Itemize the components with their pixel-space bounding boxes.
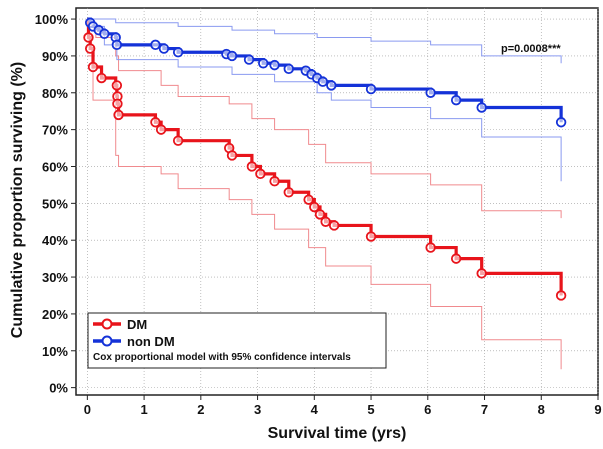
dm-censor-point-20 bbox=[320, 216, 331, 227]
p-value-annotation: p=0.0008*** bbox=[501, 43, 561, 55]
dm-censor-point-4 bbox=[111, 80, 123, 91]
dm-survival-line bbox=[86, 17, 563, 296]
dm-censor-point-14 bbox=[255, 168, 266, 180]
non-dm-censor-point-11 bbox=[243, 54, 255, 65]
non-dm-censor-point-18 bbox=[317, 76, 329, 87]
x-tick-label-8: 8 bbox=[538, 402, 545, 417]
dm-censor-point-23 bbox=[425, 242, 436, 253]
dm-censor-point-8 bbox=[150, 117, 161, 128]
dm-censor-point-24 bbox=[450, 253, 462, 264]
y-tick-label-5: 50% bbox=[42, 196, 68, 211]
dm-censor-point-16 bbox=[283, 187, 294, 198]
legend-note: Cox proportional model with 95% confiden… bbox=[93, 352, 351, 363]
y-tick-label-2: 20% bbox=[42, 307, 68, 322]
x-tick-label-4: 4 bbox=[311, 402, 319, 417]
non-dm-censor-point-22 bbox=[450, 94, 462, 106]
dm-censor-point-0 bbox=[83, 32, 94, 43]
legend: DM non DM Cox proportional model with 95… bbox=[87, 312, 387, 369]
dm-censor-point-1 bbox=[84, 43, 96, 54]
legend-dm-label: DM bbox=[127, 317, 147, 332]
y-tick-label-0: 0% bbox=[49, 381, 68, 396]
axis-ticks: 0 1 2 3 4 5 6 7 8 90%10%20%30%40%50%60%70%80%90%1… bbox=[35, 12, 602, 417]
non-dm-censor-point-3 bbox=[99, 28, 110, 40]
dm-censor-point-21 bbox=[328, 220, 340, 231]
non-dm-ci-upper-line bbox=[87, 18, 562, 64]
dm-censor-point-26 bbox=[555, 290, 567, 301]
legend-dm-swatch-marker bbox=[101, 318, 113, 330]
x-tick-label-3: 3 bbox=[254, 402, 261, 417]
dm-censor-point-3 bbox=[96, 72, 107, 84]
x-tick-label-9: 9 bbox=[594, 402, 601, 417]
dm-censor-point-17 bbox=[303, 194, 314, 205]
dm-censor-point-15 bbox=[269, 176, 280, 187]
non-dm-censor-point-5 bbox=[111, 39, 123, 51]
non-dm-censor-point-13 bbox=[269, 59, 280, 71]
dm-censor-point-2 bbox=[87, 61, 99, 73]
non-dm-censor-point-12 bbox=[258, 58, 269, 69]
legend-nondm-swatch-marker bbox=[101, 335, 113, 347]
dm-censor-point-22 bbox=[365, 231, 377, 242]
x-tick-label-1: 1 bbox=[140, 402, 147, 417]
dm-ci-lower-line bbox=[87, 55, 562, 370]
survival-curves bbox=[83, 17, 567, 301]
non-dm-censor-point-6 bbox=[150, 39, 161, 51]
non-dm-censor-point-20 bbox=[365, 83, 377, 95]
non-dm-censor-point-23 bbox=[476, 102, 487, 113]
y-tick-label-6: 60% bbox=[42, 159, 68, 174]
x-tick-label-5: 5 bbox=[367, 402, 374, 417]
legend-box bbox=[87, 312, 387, 369]
dm-censor-point-7 bbox=[113, 109, 124, 121]
x-axis-title: Survival time (yrs) bbox=[268, 425, 407, 442]
y-axis-title: Cumulative proportion surviving (%) bbox=[9, 62, 26, 338]
dm-censor-point-12 bbox=[226, 150, 238, 161]
x-tick-label-7: 7 bbox=[481, 402, 488, 417]
y-tick-label-1: 10% bbox=[42, 344, 68, 359]
non-dm-censor-point-7 bbox=[158, 43, 170, 54]
dm-censor-point-6 bbox=[112, 98, 123, 110]
dm-censor-point-18 bbox=[309, 201, 320, 213]
y-tick-label-9: 90% bbox=[42, 49, 68, 64]
non-dm-censor-point-10 bbox=[226, 50, 238, 62]
y-tick-label-7: 70% bbox=[42, 123, 68, 138]
dm-censor-point-25 bbox=[476, 268, 487, 279]
y-tick-label-10: 100% bbox=[35, 12, 69, 27]
non-dm-censor-point-24 bbox=[555, 117, 567, 128]
y-tick-label-3: 30% bbox=[42, 270, 68, 285]
x-tick-label-6: 6 bbox=[424, 402, 431, 417]
non-dm-censor-point-8 bbox=[172, 47, 184, 58]
y-tick-label-4: 40% bbox=[42, 233, 68, 248]
dm-censor-point-19 bbox=[314, 209, 326, 220]
x-tick-label-0: 0 bbox=[84, 402, 91, 417]
x-tick-label-2: 2 bbox=[197, 402, 204, 417]
non-dm-censor-point-19 bbox=[326, 80, 337, 91]
y-tick-label-8: 80% bbox=[42, 86, 68, 101]
dm-censor-point-13 bbox=[246, 161, 258, 172]
non-dm-censor-point-14 bbox=[283, 63, 294, 75]
dm-censor-point-10 bbox=[172, 135, 184, 146]
non-dm-censor-point-21 bbox=[425, 87, 436, 98]
legend-nondm-label: non DM bbox=[127, 334, 175, 349]
dm-censor-point-9 bbox=[155, 124, 167, 135]
